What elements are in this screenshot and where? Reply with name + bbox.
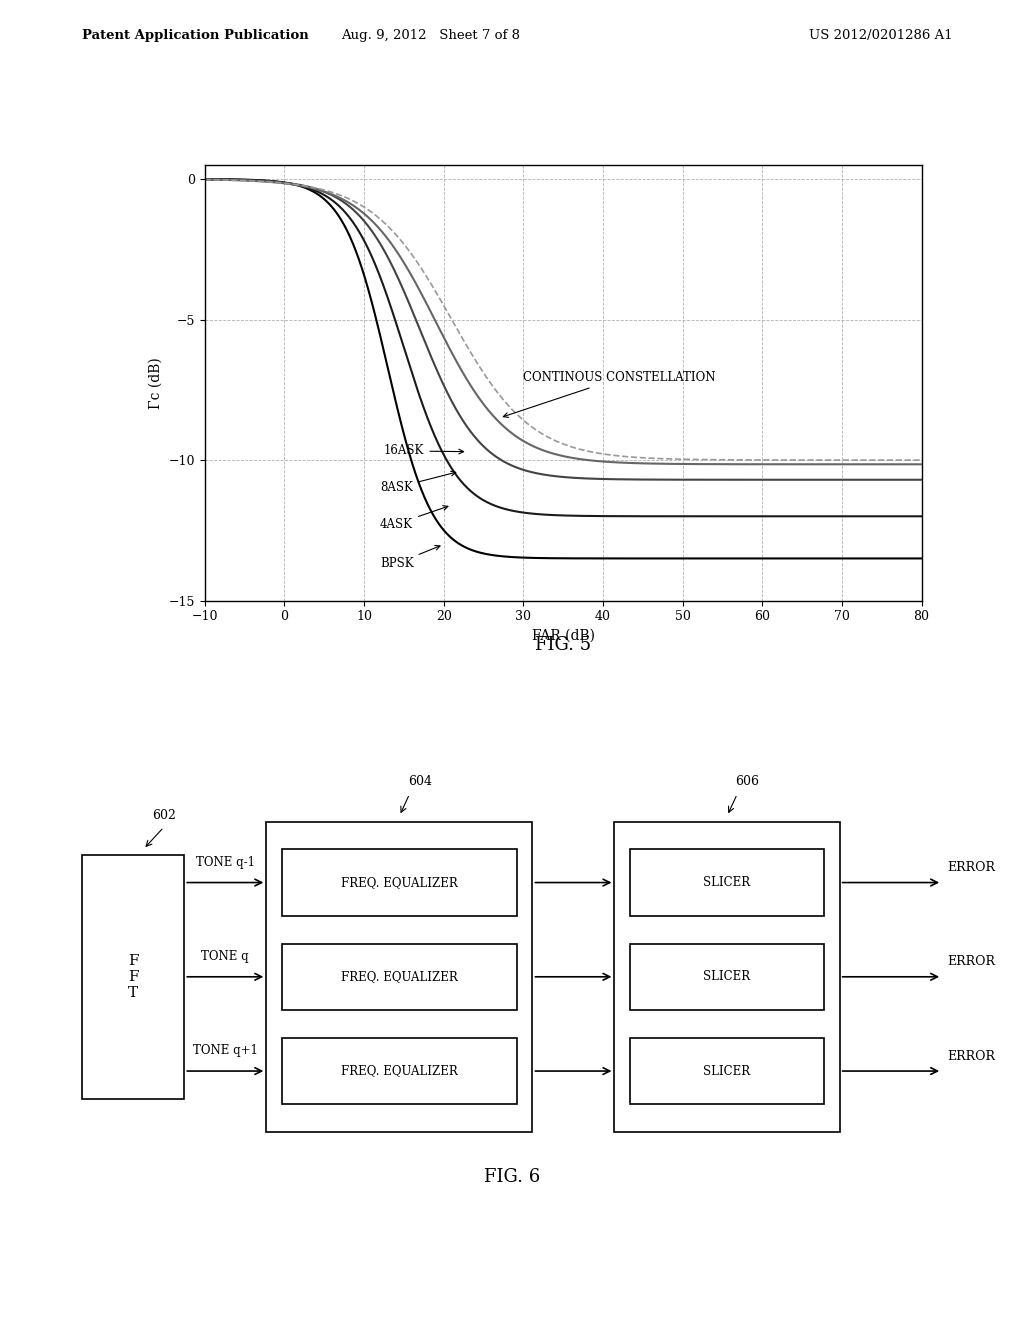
Text: FREQ. EQUALIZER: FREQ. EQUALIZER — [341, 876, 458, 890]
Text: FREQ. EQUALIZER: FREQ. EQUALIZER — [341, 1064, 458, 1077]
Text: ERROR: ERROR — [947, 861, 995, 874]
Text: TONE q-1: TONE q-1 — [196, 855, 255, 869]
X-axis label: FAR (dB): FAR (dB) — [531, 628, 595, 643]
Text: SLICER: SLICER — [703, 876, 751, 890]
Bar — [82, 855, 184, 1098]
Text: ERROR: ERROR — [947, 956, 995, 969]
Text: FIG. 5: FIG. 5 — [536, 636, 591, 655]
Text: TONE q: TONE q — [202, 950, 249, 964]
Text: US 2012/0201286 A1: US 2012/0201286 A1 — [809, 29, 952, 42]
Text: SLICER: SLICER — [703, 970, 751, 983]
Text: Aug. 9, 2012   Sheet 7 of 8: Aug. 9, 2012 Sheet 7 of 8 — [341, 29, 519, 42]
Text: Patent Application Publication: Patent Application Publication — [82, 29, 308, 42]
Text: 602: 602 — [152, 809, 176, 821]
Text: 606: 606 — [735, 775, 760, 788]
Text: ERROR: ERROR — [947, 1049, 995, 1063]
Text: 4ASK: 4ASK — [380, 506, 447, 531]
Text: FREQ. EQUALIZER: FREQ. EQUALIZER — [341, 970, 458, 983]
Text: 8ASK: 8ASK — [380, 471, 456, 494]
Text: FIG. 6: FIG. 6 — [484, 1168, 540, 1187]
Y-axis label: Γc (dB): Γc (dB) — [150, 356, 163, 409]
Bar — [282, 1038, 517, 1105]
Bar — [614, 821, 840, 1133]
Bar — [282, 944, 517, 1010]
Text: CONTINOUS CONSTELLATION: CONTINOUS CONSTELLATION — [504, 371, 716, 417]
Bar — [282, 849, 517, 916]
Bar — [266, 821, 532, 1133]
Bar — [630, 1038, 824, 1105]
Text: BPSK: BPSK — [380, 545, 440, 570]
Bar — [630, 944, 824, 1010]
Text: F
F
T: F F T — [128, 953, 138, 1001]
Text: TONE q+1: TONE q+1 — [193, 1044, 258, 1057]
Bar — [630, 849, 824, 916]
Text: 16ASK: 16ASK — [384, 445, 464, 458]
Text: SLICER: SLICER — [703, 1064, 751, 1077]
Text: 604: 604 — [408, 775, 432, 788]
